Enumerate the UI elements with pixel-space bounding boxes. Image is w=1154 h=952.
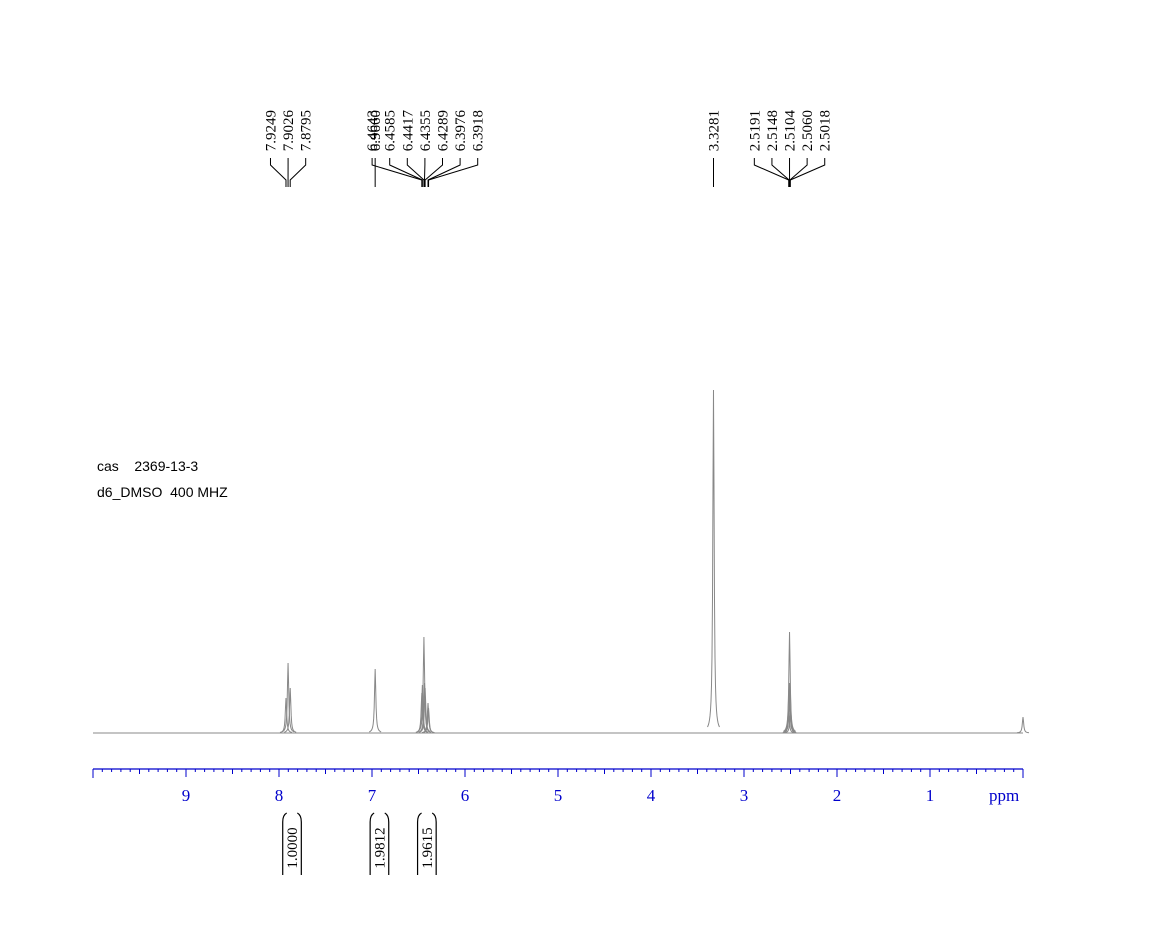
peak-label-leader: [789, 158, 808, 187]
x-tick-label: 2: [833, 786, 842, 805]
x-tick-label: 4: [647, 786, 656, 805]
peak-label-leader: [789, 158, 826, 187]
x-tick-label: 6: [461, 786, 470, 805]
peak-label: 2.5104: [783, 110, 799, 152]
peak: [422, 707, 435, 734]
peak-label-leader: [406, 158, 425, 187]
peak-label-leader: [771, 158, 790, 187]
peak-label: 6.4643: [365, 110, 381, 151]
x-axis-label: ppm: [989, 786, 1019, 805]
peak: [783, 682, 797, 733]
peak: [418, 687, 432, 733]
peak: [1016, 716, 1030, 734]
x-tick-label: 7: [368, 786, 377, 805]
peak-label: 6.3976: [453, 110, 469, 152]
peak: [368, 668, 382, 733]
integral-label: 1.9812: [372, 827, 388, 868]
peak-label: 2.5148: [765, 110, 781, 151]
peak-label-leader: [269, 158, 287, 187]
peak-label: 6.9660: [368, 110, 384, 151]
peak-label: 3.3281: [706, 110, 722, 151]
annotation: cas 2369-13-3: [97, 458, 198, 474]
peak-label-leader: [427, 158, 461, 187]
peak: [279, 697, 293, 733]
peak: [281, 662, 295, 733]
peak-label: 2.5060: [800, 110, 816, 151]
x-tick-label: 1: [926, 786, 935, 805]
peak-label: 6.4289: [435, 110, 451, 151]
peak-label-leader: [289, 158, 307, 187]
integral-bracket: [416, 812, 437, 875]
peak-label-leader: [428, 158, 479, 187]
annotation: d6_DMSO 400 MHZ: [97, 484, 228, 500]
peak-label: 7.8795: [299, 110, 315, 151]
x-tick-label: 5: [554, 786, 563, 805]
integral-label: 1.0000: [285, 827, 301, 868]
x-tick-label: 9: [182, 786, 191, 805]
peak: [784, 712, 797, 734]
peak-label: 6.4417: [400, 110, 416, 152]
integral-bracket: [282, 812, 302, 875]
integral-label: 1.9615: [420, 827, 436, 868]
peak-label: 6.3918: [471, 110, 487, 151]
integral-bracket: [369, 812, 390, 875]
peak: [284, 687, 297, 733]
peak-label-leader: [424, 158, 443, 187]
x-tick-label: 8: [275, 786, 284, 805]
peak-label: 7.9026: [281, 110, 297, 152]
peak-label: 6.4355: [418, 110, 434, 151]
peak-label-leader: [371, 158, 423, 187]
peak-label: 7.9249: [263, 110, 279, 151]
peak: [783, 631, 796, 732]
x-tick-label: 3: [740, 786, 749, 805]
peak: [707, 389, 720, 728]
peak-label: 2.5018: [818, 110, 834, 151]
peak-label-leader: [389, 158, 423, 187]
peak-label: 2.5191: [747, 110, 763, 151]
peak-label: 6.4585: [383, 110, 399, 151]
